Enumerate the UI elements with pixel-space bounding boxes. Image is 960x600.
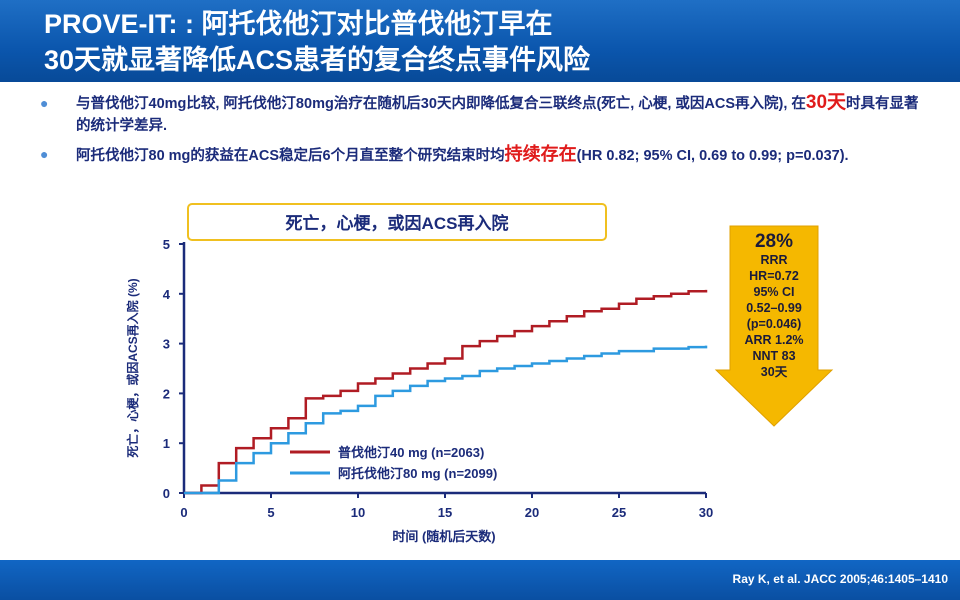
legend-label-2: 阿托伐他汀80 mg (n=2099): [338, 466, 497, 481]
x-tick-label: 30: [699, 505, 713, 520]
x-tick-label: 10: [351, 505, 365, 520]
chart-title-box: [187, 203, 607, 241]
y-tick-label: 2: [163, 386, 170, 401]
page-title: PROVE-IT: : 阿托伐他汀对比普伐他汀早在 30天就显著降低ACS患者的…: [44, 6, 590, 78]
footer-bar: Ray K, et al. JACC 2005;46:1405–1410: [0, 560, 960, 600]
bullet-dot-icon: ●: [40, 146, 49, 162]
bullet-2-text-end: (HR 0.82; 95% CI, 0.69 to 0.99; p=0.037)…: [576, 148, 849, 164]
callout-arrow-shape: [714, 225, 834, 427]
callout-text: 28% RRR HR=0.72 95% CI 0.52–0.99 (p=0.04…: [732, 232, 816, 380]
x-axis-label: 时间 (随机后天数): [392, 529, 495, 544]
callout-line: HR=0.72: [749, 269, 799, 283]
citation: Ray K, et al. JACC 2005;46:1405–1410: [732, 572, 948, 586]
callout-rrr-value: 28%: [754, 231, 794, 252]
title-line-1: PROVE-IT: : 阿托伐他汀对比普伐他汀早在: [44, 9, 553, 39]
bullet-list: ● 与普伐他汀40mg比较, 阿托伐他汀80mg治疗在随机后30天内即降低复合三…: [36, 92, 926, 173]
bullet-item-2: ● 阿托伐他汀80 mg的获益在ACS稳定后6个月直至整个研究结束时均持续存在(…: [36, 143, 926, 167]
callout-line: 30天: [760, 365, 788, 379]
bullet-1-highlight: 30天: [805, 92, 847, 113]
callout-line: 95% CI: [753, 285, 795, 299]
series-line-2: [184, 345, 708, 495]
callout-line: ARR 1.2%: [744, 333, 804, 347]
series-line-1: [184, 289, 708, 495]
chart-title: 死亡，心梗，或因ACS再入院: [286, 213, 509, 233]
y-tick-label: 4: [163, 287, 171, 302]
x-tick-label: 5: [267, 505, 274, 520]
callout-line: 0.52–0.99: [746, 301, 802, 315]
callout-line: (p=0.046): [746, 317, 802, 331]
y-tick-label: 0: [163, 486, 170, 501]
bullet-2-text: 阿托伐他汀80 mg的获益在ACS稳定后6个月直至整个研究结束时均: [76, 148, 505, 164]
x-tick-label: 25: [612, 505, 626, 520]
title-line-2: 30天就显著降低ACS患者的复合终点事件风险: [44, 45, 591, 75]
bullet-1-text: 与普伐他汀40mg比较, 阿托伐他汀80mg治疗在随机后30天内即降低复合三联终…: [76, 96, 806, 112]
y-tick-label: 1: [163, 436, 170, 451]
bullet-item-1: ● 与普伐他汀40mg比较, 阿托伐他汀80mg治疗在随机后30天内即降低复合三…: [36, 92, 926, 137]
callout-line: NNT 83: [752, 349, 796, 363]
x-tick-label: 0: [180, 505, 187, 520]
x-tick-label: 20: [525, 505, 539, 520]
y-tick-label: 3: [163, 337, 170, 352]
x-tick-label: 15: [438, 505, 452, 520]
km-chart: 死亡，心梗，或因ACS再入院 死亡，心梗，或因ACS再入院 (%) 时间 (随机…: [125, 203, 834, 544]
callout-line: RRR: [760, 253, 788, 267]
bullet-2-highlight: 持续存在: [504, 144, 577, 164]
y-tick-label: 5: [163, 237, 170, 252]
bullet-1-text-end: 时具有显著的统计学差异.: [76, 96, 919, 134]
bullet-dot-icon: ●: [40, 95, 49, 111]
legend-label-1: 普伐他汀40 mg (n=2063): [338, 445, 484, 460]
y-axis-label: 死亡，心梗，或因ACS再入院 (%): [125, 278, 140, 457]
title-banner: PROVE-IT: : 阿托伐他汀对比普伐他汀早在 30天就显著降低ACS患者的…: [0, 0, 960, 82]
